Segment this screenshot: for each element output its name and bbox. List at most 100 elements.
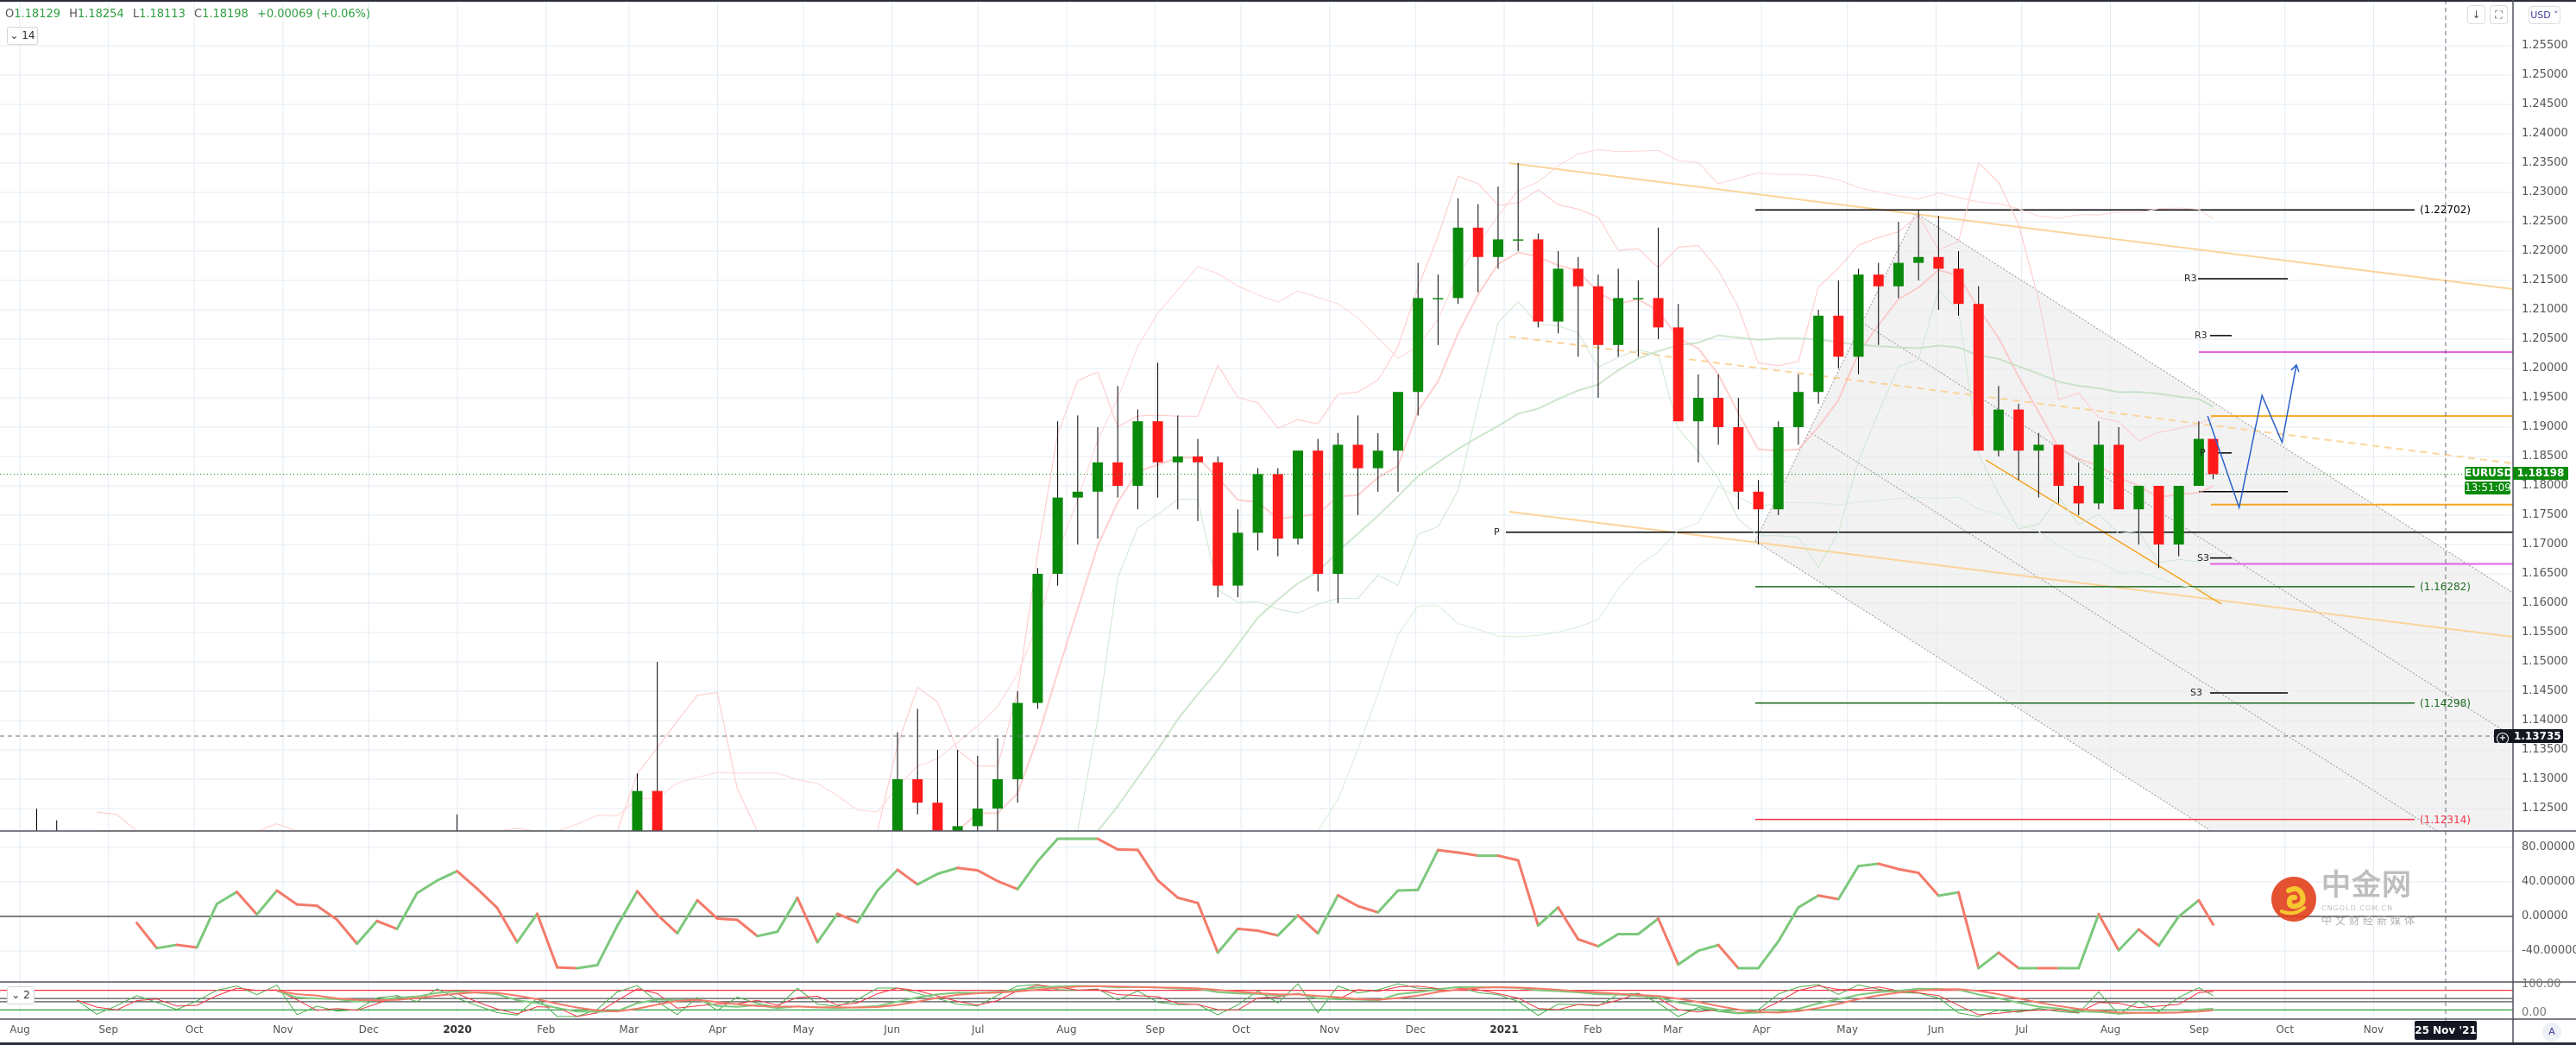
scroll-to-latest-button[interactable]: ↓ [2467,5,2485,24]
price-tick-label: 1.18500 [2522,450,2568,463]
oscillator-segment [1136,848,1160,882]
high-label: H [69,8,78,21]
candle-body [2208,438,2219,475]
candle-body [652,790,663,831]
oscillator-segment [715,916,739,922]
candle-body [1653,298,1664,328]
oscillator-segment [1396,888,1420,892]
time-tick-label: Nov [2363,1023,2384,1036]
oscillator-segment [856,889,879,924]
oscillator-segment [1316,893,1339,935]
oscillator-segment [356,919,379,946]
crosshair-price: 1.13735 [2514,730,2561,742]
price-tick-label: 1.17000 [2522,538,2568,551]
time-tick-label: Jul [2015,1023,2029,1036]
oscillator-segment [2097,912,2120,952]
drawing-tools[interactable] [1506,162,2513,831]
crosshair-price-label: +1.13735 [2494,729,2563,745]
oscillator-segment [535,912,559,969]
symbol-price-tag: EURUSD [2465,467,2513,480]
oscillator-segment [1777,906,1800,943]
candle-body [1332,444,1344,574]
price-tick-label: 1.21000 [2522,303,2568,316]
time-tick-label: Dec [358,1023,379,1036]
oscillator-segment [1917,872,1940,897]
candle-body [632,790,643,831]
currency-label: USD [2530,9,2551,21]
candle-body [1672,327,1684,422]
bottom-border [0,1042,2576,1045]
candle-body [1853,274,1864,357]
time-tick-label: Sep [98,1023,119,1036]
candle-body [2033,444,2044,451]
oscillator-segment [435,870,459,882]
lower-pane-collapse-button[interactable]: ⌄ 2 [7,986,35,1004]
price-level-label: (1.16282) [2420,580,2471,593]
oscillator-segment [335,918,359,946]
candle-body [2053,444,2064,486]
candle-body [912,779,923,803]
candle-body [1753,491,1764,510]
candle-body [1592,286,1603,345]
time-tick-label: Jun [884,1023,901,1036]
candle-body [1232,532,1244,586]
oscillator-segment [976,869,999,883]
candle-body [1192,456,1203,463]
candle-body [1212,462,1224,586]
oscillator-segment [816,912,839,944]
plus-icon[interactable]: + [2497,733,2509,745]
oscillator-segment [2177,898,2201,918]
change-value: +0.00069 (+0.06%) [256,8,371,21]
auto-scale-button[interactable]: A [2542,1023,2561,1042]
time-tick-label: 2021 [1490,1023,1519,1036]
price-tick-label: 1.21500 [2522,274,2568,286]
stochastic-tick-label: 100.00 [2522,978,2561,991]
price-tick-label: 1.19000 [2522,420,2568,433]
time-tick-label: Oct [2276,1023,2295,1036]
candle-body [2093,444,2104,504]
time-tick-label: May [1836,1023,1859,1036]
oscillator-pane [0,837,2513,970]
oscillator-segment [1276,914,1300,937]
time-tick-label: Oct [185,1023,204,1036]
time-tick-label: Aug [1056,1023,1077,1036]
oscillator-segment [576,964,599,970]
candle-body [1953,268,1964,305]
oscillator-segment [896,868,919,886]
oscillator-segment [1416,848,1439,891]
oscillator-segment [495,906,519,944]
price-tick-label: 1.16000 [2522,596,2568,609]
time-tick-label: Mar [619,1023,639,1036]
oscillator-segment [1797,894,1820,910]
candle-body [952,826,963,831]
oscillator-segment [1877,862,1900,871]
oscillator-tick-label: 40.00000 [2522,875,2576,888]
price-tick-label: 1.13500 [2522,743,2568,756]
pivot-label: S3 [2197,551,2209,563]
projection-arrow-head [2290,363,2300,373]
oscillator-segment [1336,893,1360,908]
oscillator-segment [1496,854,1520,862]
fullscreen-button[interactable]: ⛶ [2490,5,2508,24]
oscillator-segment [776,896,799,934]
oscillator-segment [1096,837,1119,851]
candle-body [2133,486,2145,510]
currency-dropdown[interactable]: USD ˅ [2529,6,2560,24]
oscillator-segment [1176,896,1200,904]
candle-body [1072,491,1083,498]
price-tick-label: 1.14000 [2522,714,2568,727]
candle-body [2073,486,2084,504]
time-tick-label: Mar [1663,1023,1683,1036]
low-label: L [132,8,140,21]
oscillator-segment [1757,940,1780,970]
price-tick-label: 1.23000 [2522,186,2568,198]
stochastic-k-fast [76,983,2214,1017]
oscillator-segment [1857,862,1880,868]
oscillator-tick-label: 0.00000 [2522,910,2568,922]
indicator-count: 2 [23,989,30,1001]
main-pane-collapse-button[interactable]: ⌄ 14 [7,27,38,45]
oscillator-segment [916,872,939,886]
candle-body [1372,450,1383,469]
price-tick-label: 1.14500 [2522,684,2568,697]
